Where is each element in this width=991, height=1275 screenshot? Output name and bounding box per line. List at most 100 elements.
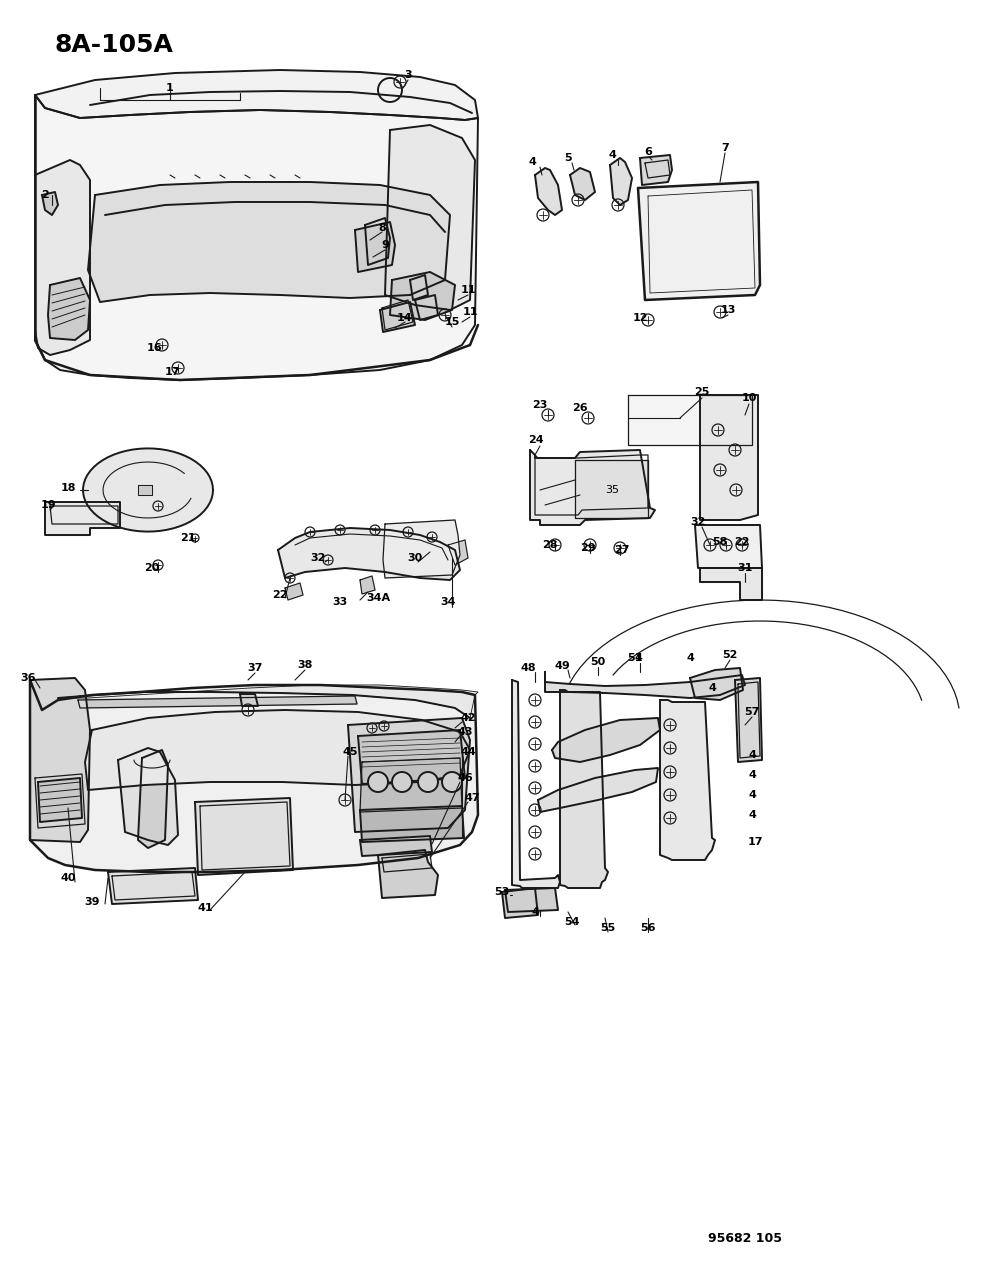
Polygon shape xyxy=(700,395,758,520)
Text: 35: 35 xyxy=(605,484,619,495)
Text: 48: 48 xyxy=(520,663,536,673)
Polygon shape xyxy=(638,182,760,300)
Polygon shape xyxy=(530,450,655,525)
Text: 31: 31 xyxy=(737,564,753,572)
Polygon shape xyxy=(360,836,432,856)
Text: 14: 14 xyxy=(397,312,413,323)
Polygon shape xyxy=(83,449,213,532)
Polygon shape xyxy=(628,395,752,445)
Text: 4: 4 xyxy=(748,750,756,760)
Circle shape xyxy=(392,771,412,792)
Text: 23: 23 xyxy=(532,400,548,411)
Text: 15: 15 xyxy=(444,317,460,326)
Polygon shape xyxy=(383,520,460,578)
Polygon shape xyxy=(690,668,743,700)
Text: 20: 20 xyxy=(145,564,160,572)
Text: 41: 41 xyxy=(197,903,213,913)
Text: 32: 32 xyxy=(691,516,706,527)
Polygon shape xyxy=(552,718,660,762)
Text: 25: 25 xyxy=(695,388,710,397)
Polygon shape xyxy=(108,868,198,904)
Text: 34A: 34A xyxy=(366,593,390,603)
Text: 32: 32 xyxy=(310,553,326,564)
Polygon shape xyxy=(570,168,595,200)
Polygon shape xyxy=(285,583,303,601)
Text: 1: 1 xyxy=(166,83,173,93)
Text: 39: 39 xyxy=(84,898,100,907)
Text: 38: 38 xyxy=(297,660,313,669)
Polygon shape xyxy=(378,850,438,898)
Polygon shape xyxy=(48,278,90,340)
Text: 5: 5 xyxy=(564,153,572,163)
Text: 16: 16 xyxy=(148,343,163,353)
Text: 11: 11 xyxy=(462,307,478,317)
Text: 30: 30 xyxy=(407,553,422,564)
Polygon shape xyxy=(88,182,450,302)
Text: 4: 4 xyxy=(686,653,694,663)
Text: 43: 43 xyxy=(457,727,473,737)
Polygon shape xyxy=(660,700,715,861)
Text: 2: 2 xyxy=(41,190,49,200)
Polygon shape xyxy=(35,159,90,354)
Polygon shape xyxy=(360,759,462,812)
Text: 47: 47 xyxy=(464,793,480,803)
Text: 3: 3 xyxy=(404,70,412,80)
Text: 19: 19 xyxy=(41,500,55,510)
Polygon shape xyxy=(358,731,465,784)
Text: 4: 4 xyxy=(748,790,756,799)
Text: 12: 12 xyxy=(632,312,648,323)
Polygon shape xyxy=(85,710,470,790)
Polygon shape xyxy=(390,272,455,320)
Text: 22: 22 xyxy=(734,537,750,547)
Text: 4: 4 xyxy=(708,683,716,694)
Polygon shape xyxy=(45,502,120,536)
Polygon shape xyxy=(138,484,152,495)
Text: 56: 56 xyxy=(640,923,656,933)
Text: 53: 53 xyxy=(495,887,509,898)
Polygon shape xyxy=(35,96,478,380)
Text: 4: 4 xyxy=(748,770,756,780)
Polygon shape xyxy=(360,576,375,594)
Text: 29: 29 xyxy=(580,543,596,553)
Text: 7: 7 xyxy=(721,143,728,153)
Polygon shape xyxy=(348,718,470,833)
Polygon shape xyxy=(35,70,478,120)
Text: 46: 46 xyxy=(457,773,473,783)
Text: 17: 17 xyxy=(165,367,179,377)
Text: 4: 4 xyxy=(608,150,616,159)
Text: 33: 33 xyxy=(332,597,348,607)
Text: 34: 34 xyxy=(440,597,456,607)
Text: 36: 36 xyxy=(20,673,36,683)
Polygon shape xyxy=(30,680,478,872)
Text: 8: 8 xyxy=(379,223,385,233)
Polygon shape xyxy=(512,680,560,887)
Text: 4: 4 xyxy=(634,653,642,663)
Polygon shape xyxy=(448,541,468,565)
Polygon shape xyxy=(38,778,82,822)
Polygon shape xyxy=(78,696,357,708)
Polygon shape xyxy=(502,887,538,918)
Polygon shape xyxy=(385,125,475,310)
Polygon shape xyxy=(575,460,648,518)
Text: 11: 11 xyxy=(460,286,476,295)
Text: 27: 27 xyxy=(614,544,629,555)
Polygon shape xyxy=(58,685,478,718)
Polygon shape xyxy=(538,768,658,812)
Text: 54: 54 xyxy=(564,917,580,927)
Circle shape xyxy=(418,771,438,792)
Text: 42: 42 xyxy=(460,713,476,723)
Text: 4: 4 xyxy=(748,810,756,820)
Polygon shape xyxy=(30,678,90,842)
Polygon shape xyxy=(415,295,438,320)
Text: 22: 22 xyxy=(273,590,287,601)
Polygon shape xyxy=(138,750,168,848)
Text: 58: 58 xyxy=(713,537,727,547)
Polygon shape xyxy=(42,193,58,215)
Text: 51: 51 xyxy=(627,653,643,663)
Polygon shape xyxy=(355,222,395,272)
Circle shape xyxy=(442,771,462,792)
Text: 10: 10 xyxy=(741,393,757,403)
Text: 49: 49 xyxy=(554,660,570,671)
Polygon shape xyxy=(640,156,672,185)
Polygon shape xyxy=(700,567,762,601)
